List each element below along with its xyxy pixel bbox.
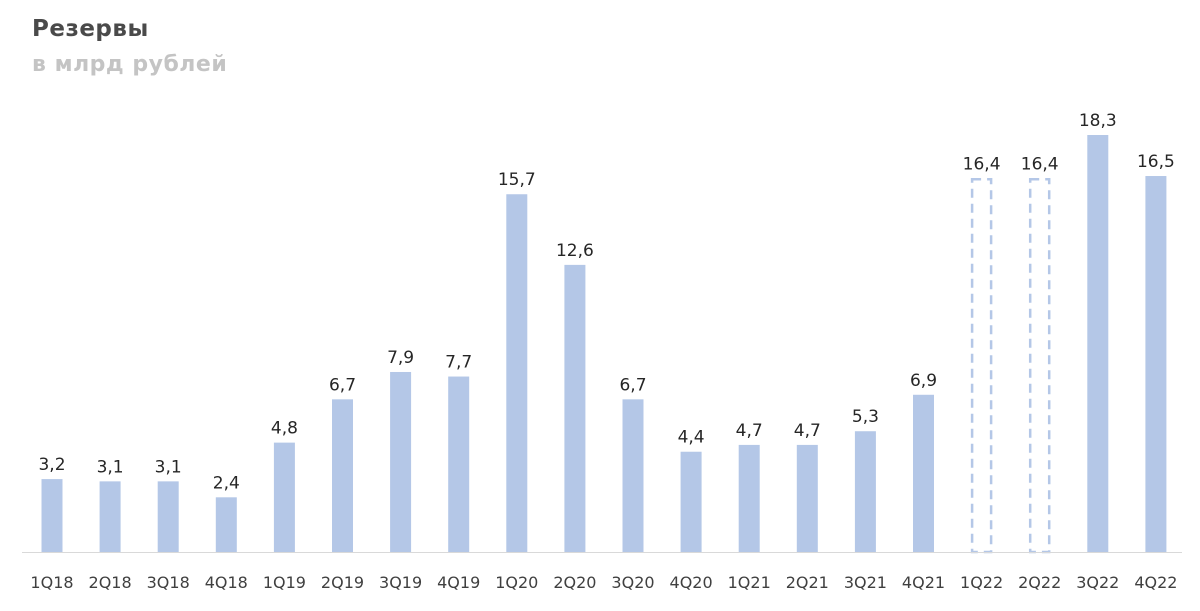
chart-title: Резервы <box>32 16 149 42</box>
data-label-2Q22: 16,4 <box>1021 154 1059 174</box>
x-tick-1Q18: 1Q18 <box>30 573 73 592</box>
x-tick-3Q20: 3Q20 <box>611 573 654 592</box>
bar-2Q18 <box>99 481 121 552</box>
x-tick-4Q20: 4Q20 <box>670 573 713 592</box>
bar-1Q22-dashed <box>970 178 993 554</box>
x-tick-3Q18: 3Q18 <box>147 573 190 592</box>
x-tick-4Q18: 4Q18 <box>205 573 248 592</box>
x-tick-4Q19: 4Q19 <box>437 573 480 592</box>
x-tick-3Q21: 3Q21 <box>844 573 887 592</box>
bar-2Q21 <box>796 444 818 552</box>
x-tick-1Q21: 1Q21 <box>728 573 771 592</box>
x-tick-1Q20: 1Q20 <box>495 573 538 592</box>
bar-1Q21 <box>738 444 760 552</box>
x-tick-2Q21: 2Q21 <box>786 573 829 592</box>
x-tick-2Q18: 2Q18 <box>89 573 132 592</box>
bar-2Q19 <box>332 399 353 552</box>
data-label-3Q21: 5,3 <box>852 407 879 427</box>
x-tick-4Q21: 4Q21 <box>902 573 945 592</box>
data-label-2Q20: 12,6 <box>556 241 594 261</box>
x-tick-3Q19: 3Q19 <box>379 573 422 592</box>
data-label-4Q21: 6,9 <box>910 371 937 391</box>
bar-4Q19 <box>448 376 470 552</box>
data-label-1Q22: 16,4 <box>963 154 1001 174</box>
bar-4Q20 <box>680 451 702 552</box>
data-label-2Q21: 4,7 <box>794 421 821 441</box>
data-label-3Q22: 18,3 <box>1079 111 1117 131</box>
bar-3Q19 <box>390 371 412 552</box>
chart-subtitle: в млрд рублей <box>32 52 228 77</box>
data-label-4Q20: 4,4 <box>678 428 705 448</box>
bar-3Q21 <box>854 431 876 552</box>
x-tick-1Q22: 1Q22 <box>960 573 1003 592</box>
bar-2Q22-dashed <box>1028 178 1051 554</box>
bar-3Q18 <box>157 481 179 552</box>
data-label-1Q21: 4,7 <box>736 421 763 441</box>
data-label-3Q19: 7,9 <box>387 348 414 368</box>
bar-4Q21 <box>913 394 934 552</box>
data-label-1Q18: 3,2 <box>38 455 65 475</box>
bar-1Q19 <box>273 442 295 552</box>
bar-1Q20 <box>506 194 528 552</box>
bar-4Q18 <box>215 497 237 552</box>
bar-4Q22 <box>1145 176 1167 552</box>
bar-3Q20 <box>622 399 644 552</box>
x-tick-2Q19: 2Q19 <box>321 573 364 592</box>
data-label-2Q18: 3,1 <box>97 457 124 477</box>
bar-2Q20 <box>564 264 586 552</box>
data-label-4Q22: 16,5 <box>1137 152 1175 172</box>
x-tick-1Q19: 1Q19 <box>263 573 306 592</box>
x-tick-2Q20: 2Q20 <box>553 573 596 592</box>
data-label-3Q20: 6,7 <box>619 375 646 395</box>
data-label-3Q18: 3,1 <box>155 457 182 477</box>
bar-1Q18 <box>41 479 63 552</box>
x-tick-4Q22: 4Q22 <box>1134 573 1177 592</box>
data-label-1Q19: 4,8 <box>271 419 298 439</box>
data-label-4Q18: 2,4 <box>213 473 240 493</box>
data-label-2Q19: 6,7 <box>329 375 356 395</box>
x-tick-2Q22: 2Q22 <box>1018 573 1061 592</box>
bar-3Q22 <box>1087 135 1109 552</box>
data-label-4Q19: 7,7 <box>445 353 472 373</box>
data-label-1Q20: 15,7 <box>498 170 536 190</box>
x-tick-3Q22: 3Q22 <box>1076 573 1119 592</box>
